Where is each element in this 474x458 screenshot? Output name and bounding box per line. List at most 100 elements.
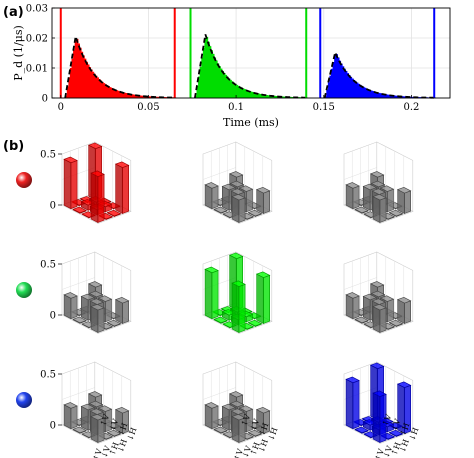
bar-top-face: [345, 182, 360, 189]
wall-grid: [343, 167, 377, 180]
bar: [63, 402, 78, 430]
bar: [247, 319, 263, 327]
basis-label-row: ↑H: [398, 422, 411, 438]
bar-front-face: [263, 190, 271, 214]
bar-side-face: [204, 184, 213, 210]
basis-label-row: ↓H: [125, 426, 138, 442]
bar-top-face: [72, 426, 87, 434]
bar: [247, 209, 263, 217]
bar-top-face: [87, 142, 103, 150]
bar-top-face: [63, 156, 78, 164]
basis-label-row: ↑V: [381, 413, 394, 428]
fit-curve: [323, 49, 435, 99]
series-2: [319, 8, 436, 99]
bar-front-face: [211, 405, 219, 430]
histogram-panel: 0 0.05 0.1 0.15 0.2 0 0.01 0.02 0.03 Time (ms) P_d…: [12, 4, 451, 129]
state-indicator-sphere: [16, 392, 32, 408]
bar-front-face: [386, 298, 394, 323]
bar-side-face: [256, 273, 264, 324]
bar-side-face: [81, 405, 89, 431]
bar-top-face: [88, 290, 104, 298]
bar-front-face: [97, 173, 105, 223]
bar-front-face: [211, 270, 219, 320]
bar: [388, 319, 404, 327]
bar-top-face: [114, 406, 130, 414]
bar-top-face: [72, 206, 87, 214]
bar: [396, 381, 412, 434]
bar-side-face: [81, 295, 89, 321]
x-tick-label: 0.1: [228, 102, 244, 113]
bar: [372, 303, 387, 333]
bar-top-face: [106, 429, 122, 437]
bar-top-face: [90, 170, 105, 177]
basis-label-row: ↑V: [240, 413, 253, 428]
basis-label-col: ↑H: [390, 441, 403, 457]
bar-side-face: [345, 184, 354, 210]
bar-top-face: [97, 295, 113, 302]
histogram-area: [190, 37, 308, 98]
bar-side-face: [231, 196, 240, 223]
bar-top-face: [345, 292, 360, 299]
basis-label-col: ↓H: [257, 438, 270, 454]
bar: [72, 316, 87, 324]
basis-label-row: ↑H: [116, 422, 129, 438]
z-tick-label: 0.5: [40, 370, 56, 381]
bar: [345, 376, 360, 430]
bar-side-face: [90, 306, 99, 333]
bar-top-face: [231, 280, 246, 287]
bar-top-face: [204, 402, 219, 409]
bar-top-face: [247, 429, 263, 437]
bar: [255, 271, 271, 324]
bar-front-face: [246, 188, 253, 213]
basis-label-col: ↑H: [108, 441, 121, 457]
bar-top-face: [230, 408, 246, 415]
bar: [231, 280, 246, 333]
bar-top-face: [372, 390, 387, 397]
bar-front-face: [352, 380, 360, 430]
bar: [63, 156, 78, 210]
bar: [255, 186, 271, 214]
bar3d-panels: 00.500.500.5↑V↓V↑H↓H↑V↓V↑H↓H↑V↓V↑H↓H↑V↓V…: [16, 141, 421, 458]
panel-b-label: (b): [3, 139, 24, 154]
bar-top-face: [379, 185, 395, 192]
bar: [204, 402, 219, 430]
basis-label-col: ↓V: [382, 444, 395, 458]
bar: [345, 182, 360, 210]
bar-top-face: [213, 316, 228, 324]
bar-top-face: [379, 295, 395, 302]
bar-top-face: [230, 188, 246, 195]
z-tick-label: 0.5: [40, 260, 56, 271]
bar-top-face: [354, 426, 369, 434]
bar-side-face: [345, 294, 354, 320]
series-1: [189, 8, 308, 99]
bar3d-panel-r1c0: 00.5: [40, 251, 132, 334]
bar-front-face: [70, 295, 78, 320]
bar-top-face: [255, 406, 271, 414]
bar: [90, 303, 105, 333]
bar-top-face: [72, 316, 87, 324]
bar-top-face: [388, 209, 404, 217]
bar-top-face: [238, 185, 254, 192]
bar: [63, 292, 78, 320]
y-tick-label: 0.03: [26, 4, 48, 15]
bar-top-face: [228, 171, 244, 178]
bar3d-panel-r0c0: 00.5: [40, 141, 132, 224]
bar-front-face: [238, 197, 246, 223]
bar-top-face: [114, 296, 130, 304]
bar-front-face: [379, 197, 387, 223]
bar-top-face: [106, 319, 122, 327]
bar-top-face: [231, 413, 246, 421]
bar-top-face: [229, 400, 245, 408]
bar-side-face: [397, 189, 405, 214]
bar-front-face: [404, 190, 412, 214]
bar-top-face: [354, 206, 369, 214]
bar: [204, 182, 219, 210]
bar-front-face: [70, 405, 78, 430]
histogram-area: [60, 39, 176, 98]
bar-top-face: [228, 391, 244, 398]
fit-curve: [64, 36, 175, 99]
bar-top-face: [90, 413, 105, 421]
bar-front-face: [70, 160, 78, 210]
bar: [90, 413, 105, 443]
